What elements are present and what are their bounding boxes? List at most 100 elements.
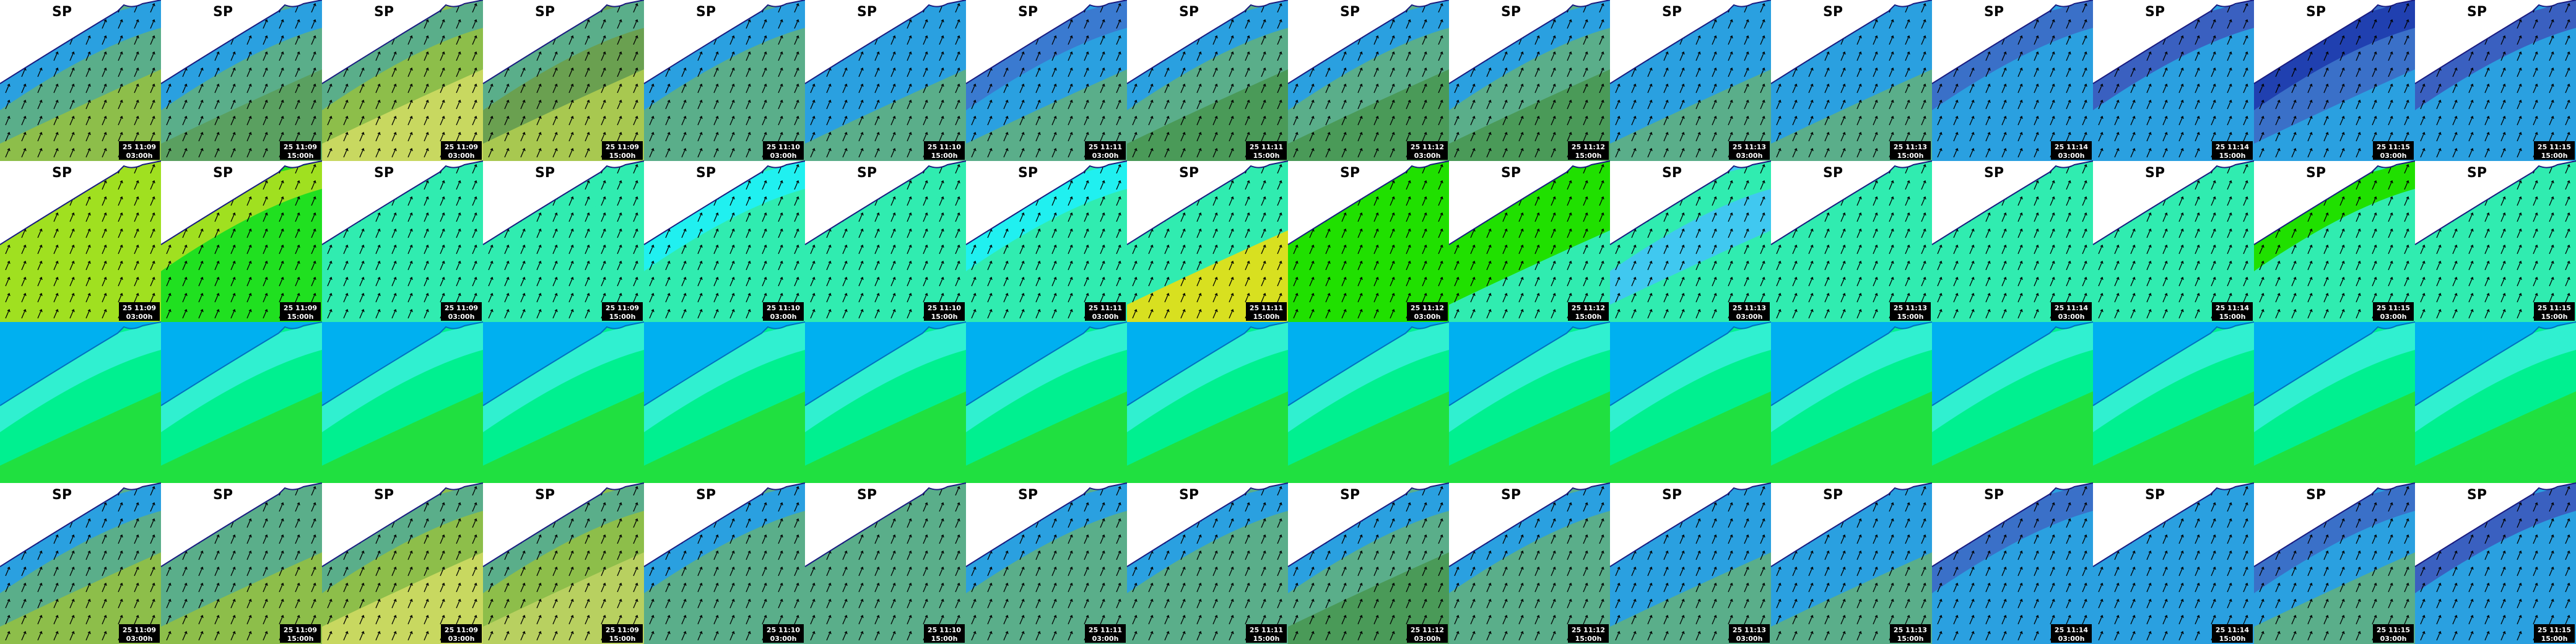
coastline — [1931, 0, 2094, 84]
time-badge — [1246, 141, 1287, 160]
coastline — [2414, 482, 2576, 567]
map-tile — [160, 321, 323, 483]
date-label: 25 11:13 — [1733, 143, 1766, 151]
coastline — [160, 0, 323, 84]
time-badge — [1890, 302, 1931, 321]
coastline — [804, 321, 967, 406]
time-badge — [441, 302, 482, 321]
coastal-zone — [322, 322, 483, 432]
time-label: 03:00h — [1736, 152, 1763, 160]
tile-title: SP — [1501, 4, 1521, 20]
time-label: 03:00h — [2380, 313, 2407, 321]
land — [1449, 322, 1610, 406]
tile-title: SP — [374, 165, 394, 181]
tile-title: SP — [2306, 4, 2326, 20]
coastline — [160, 160, 323, 245]
land — [2415, 483, 2576, 567]
map-tile — [1770, 321, 1933, 483]
tile-title: SP — [2467, 165, 2487, 181]
tile-title: SP — [52, 165, 72, 181]
tile-title: SP — [535, 165, 555, 181]
date-label: 25 11:09 — [123, 626, 156, 634]
land — [161, 0, 322, 84]
coastline — [965, 0, 1128, 84]
tile-title: SP — [1823, 4, 1843, 20]
tile-title: SP — [2145, 165, 2165, 181]
coastline — [482, 160, 645, 245]
time-label: 15:00h — [1575, 313, 1602, 321]
date-label: 25 11:12 — [1411, 143, 1444, 151]
coastline — [965, 482, 1128, 567]
coastline — [0, 160, 162, 245]
far-zone — [161, 391, 322, 483]
coastal-zone — [1449, 322, 1610, 432]
date-label: 25 11:09 — [284, 143, 317, 151]
time-label: 03:00h — [448, 152, 475, 160]
coastline — [0, 0, 162, 84]
map-tile — [965, 321, 1128, 483]
far-zone — [805, 391, 966, 483]
land — [1127, 0, 1288, 84]
tile-title: SP — [1662, 487, 1682, 503]
coastal-zone — [1932, 322, 2093, 432]
date-label: 25 11:09 — [445, 626, 478, 634]
far-zone — [966, 391, 1127, 483]
tile-title: SP — [696, 487, 716, 503]
time-badge — [119, 141, 160, 160]
tile-title: SP — [857, 4, 877, 20]
land — [1771, 0, 1932, 84]
land — [0, 483, 161, 567]
coastline — [1287, 321, 1450, 406]
time-badge — [119, 624, 160, 643]
date-label: 25 11:09 — [445, 304, 478, 312]
tile-title: SP — [2306, 487, 2326, 503]
tile-title: SP — [1984, 4, 2004, 20]
coastline — [1609, 321, 1772, 406]
time-badge — [1729, 141, 1770, 160]
map-tile — [1609, 321, 1772, 483]
time-label: 03:00h — [126, 152, 153, 160]
land — [2254, 483, 2415, 567]
coastline — [2253, 160, 2416, 245]
land — [644, 322, 805, 406]
coastline — [2414, 160, 2576, 245]
map-tile — [1448, 321, 1611, 483]
land — [483, 0, 644, 84]
date-label: 25 11:09 — [123, 143, 156, 151]
coastline — [1126, 0, 1289, 84]
tile-title: SP — [213, 4, 233, 20]
coastline — [2253, 0, 2416, 84]
far-zone — [2254, 391, 2415, 483]
land — [1288, 0, 1449, 84]
time-badge — [280, 624, 321, 643]
land — [2093, 322, 2254, 406]
coastal-zone — [1288, 322, 1449, 432]
land — [1127, 483, 1288, 567]
time-label: 03:00h — [770, 313, 797, 321]
coastline — [0, 321, 162, 406]
map-tile — [1931, 321, 2094, 483]
land — [966, 161, 1127, 245]
time-label: 03:00h — [1736, 635, 1763, 643]
date-label: 25 11:11 — [1250, 143, 1283, 151]
land — [483, 161, 644, 245]
land — [1127, 322, 1288, 406]
land — [161, 483, 322, 567]
land — [1932, 161, 2093, 245]
coastal-zone — [2254, 322, 2415, 432]
coastline — [0, 482, 162, 567]
land — [483, 483, 644, 567]
coastal-zone — [644, 322, 805, 432]
date-label: 25 11:10 — [767, 143, 800, 151]
date-label: 25 11:09 — [284, 626, 317, 634]
tile-title: SP — [1984, 487, 2004, 503]
coastline — [1126, 160, 1289, 245]
